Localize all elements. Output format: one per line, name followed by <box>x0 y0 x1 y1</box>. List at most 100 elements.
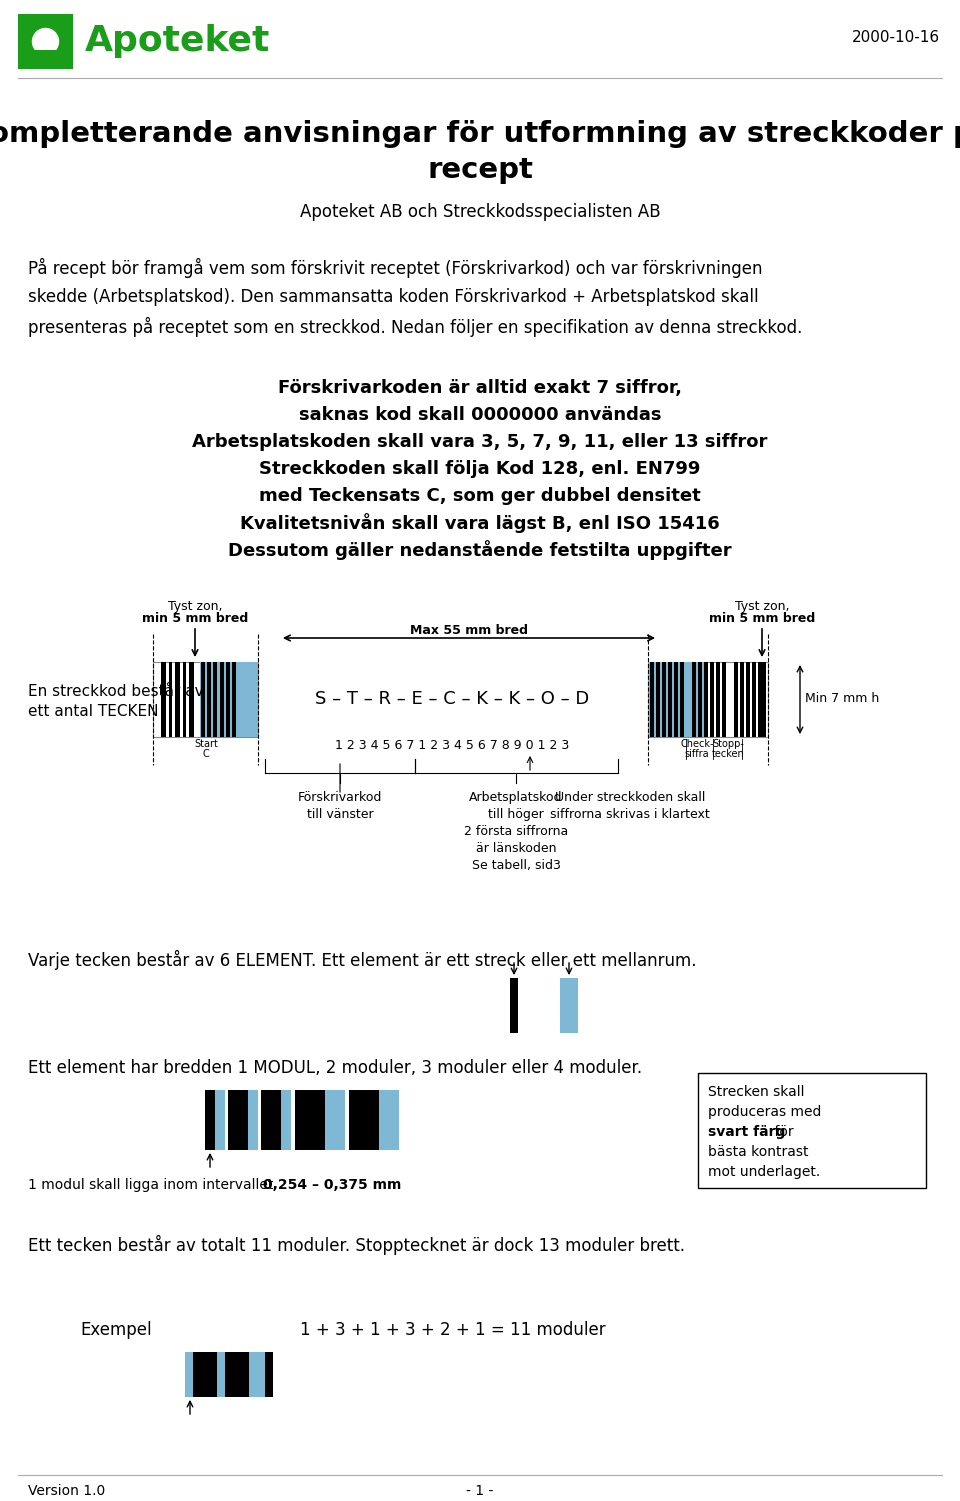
Bar <box>379 1090 399 1150</box>
Text: Ett element har bredden 1 MODUL, 2 moduler, 3 moduler eller 4 moduler.: Ett element har bredden 1 MODUL, 2 modul… <box>28 1060 642 1078</box>
Text: Tyst zon,: Tyst zon, <box>168 600 223 612</box>
Bar <box>740 662 744 737</box>
Bar <box>18 14 73 69</box>
Text: Arbetsplatskoden skall vara 3, 5, 7, 9, 11, eller 13 siffror: Arbetsplatskoden skall vara 3, 5, 7, 9, … <box>192 432 768 450</box>
Text: bästa kontrast: bästa kontrast <box>708 1145 808 1159</box>
Bar <box>692 662 696 737</box>
Text: Version 1.0: Version 1.0 <box>28 1484 106 1498</box>
Text: Förskrivarkoden är alltid exakt 7 siffror,: Förskrivarkoden är alltid exakt 7 siffro… <box>278 378 682 396</box>
Text: Streckkoden skall följa Kod 128, enl. EN799: Streckkoden skall följa Kod 128, enl. EN… <box>259 459 701 477</box>
Bar <box>668 662 672 737</box>
Bar <box>295 1090 325 1150</box>
Bar <box>183 662 186 737</box>
Bar <box>225 1352 249 1397</box>
Bar <box>746 662 750 737</box>
Text: siffra: siffra <box>684 749 709 760</box>
Bar <box>205 1090 215 1150</box>
Bar <box>226 662 230 737</box>
Bar <box>189 662 194 737</box>
Text: C: C <box>203 749 209 760</box>
Text: tecken: tecken <box>711 749 744 760</box>
Text: för: för <box>770 1126 794 1139</box>
Bar <box>200 662 258 737</box>
Text: Tyst zon,: Tyst zon, <box>734 600 789 612</box>
Bar <box>169 662 172 737</box>
Bar <box>261 1090 281 1150</box>
Text: Max 55 mm bred: Max 55 mm bred <box>410 624 528 636</box>
Text: med Teckensats C, som ger dubbel densitet: med Teckensats C, som ger dubbel densite… <box>259 486 701 504</box>
Text: 1 2 3 4 5 6 7 1 2 3 4 5 6 7 8 9 0 1 2 3: 1 2 3 4 5 6 7 1 2 3 4 5 6 7 8 9 0 1 2 3 <box>335 738 569 752</box>
Bar <box>217 1352 225 1397</box>
Text: Dessutom gäller nedanstående fetstilta uppgifter: Dessutom gäller nedanstående fetstilta u… <box>228 540 732 560</box>
Text: Varje tecken består av 6 ELEMENT. Ett element är ett streck eller ett mellanrum.: Varje tecken består av 6 ELEMENT. Ett el… <box>28 950 697 970</box>
Bar <box>265 1352 273 1397</box>
Text: Apoteket AB och Streckkodsspecialisten AB: Apoteket AB och Streckkodsspecialisten A… <box>300 203 660 221</box>
Text: 2000-10-16: 2000-10-16 <box>852 30 940 45</box>
Text: produceras med: produceras med <box>708 1105 822 1120</box>
Text: mot underlaget.: mot underlaget. <box>708 1165 820 1178</box>
Bar <box>281 1090 291 1150</box>
Text: Apoteket: Apoteket <box>85 24 271 59</box>
Bar <box>656 662 660 737</box>
Text: Arbetsplatskod
till höger
2 första siffrorna
är länskoden
Se tabell, sid3: Arbetsplatskod till höger 2 första siffr… <box>464 791 568 872</box>
Bar <box>28 50 63 65</box>
Bar <box>249 1352 265 1397</box>
Bar <box>698 662 702 737</box>
Bar <box>648 662 768 737</box>
Bar <box>662 662 666 737</box>
Bar <box>161 662 166 737</box>
Bar <box>193 1352 217 1397</box>
Bar <box>228 1090 248 1150</box>
Bar <box>680 662 684 737</box>
Text: En streckkod består av: En streckkod består av <box>28 683 204 698</box>
Bar <box>510 979 518 1033</box>
Bar <box>215 1090 225 1150</box>
Text: ett antal TECKEN: ett antal TECKEN <box>28 704 158 719</box>
Text: min 5 mm bred: min 5 mm bred <box>708 612 815 624</box>
Bar <box>213 662 217 737</box>
Text: På recept bör framgå vem som förskrivit receptet (Förskrivarkod) och var förskri: På recept bör framgå vem som förskrivit … <box>28 258 803 338</box>
Circle shape <box>33 29 59 54</box>
Text: Ett tecken består av totalt 11 moduler. Stopptecknet är dock 13 moduler brett.: Ett tecken består av totalt 11 moduler. … <box>28 1235 685 1255</box>
Bar <box>734 662 738 737</box>
Text: Kvalitetsnivån skall vara lägst B, enl ISO 15416: Kvalitetsnivån skall vara lägst B, enl I… <box>240 513 720 533</box>
Bar <box>758 662 762 737</box>
Text: Kompletterande anvisningar för utformning av streckkoder på
recept: Kompletterande anvisningar för utformnin… <box>0 116 960 185</box>
Bar <box>722 662 726 737</box>
Bar <box>207 662 211 737</box>
Bar <box>325 1090 345 1150</box>
Bar <box>185 1352 193 1397</box>
Bar <box>175 662 180 737</box>
Text: Check-: Check- <box>681 738 713 749</box>
Text: 0,254 – 0,375 mm: 0,254 – 0,375 mm <box>263 1178 401 1192</box>
Bar <box>716 662 720 737</box>
Bar <box>650 662 654 737</box>
Bar <box>752 662 756 737</box>
Bar <box>220 662 224 737</box>
Bar <box>710 662 714 737</box>
Bar <box>698 1073 926 1187</box>
Text: S – T – R – E – C – K – K – O – D: S – T – R – E – C – K – K – O – D <box>315 690 589 708</box>
Bar <box>648 662 708 737</box>
Text: Stopp-: Stopp- <box>712 738 744 749</box>
Bar <box>674 662 678 737</box>
Text: Start: Start <box>194 738 218 749</box>
Text: Exempel: Exempel <box>80 1321 152 1339</box>
Bar <box>201 662 205 737</box>
Bar <box>349 1090 379 1150</box>
Text: Strecken skall: Strecken skall <box>708 1085 804 1099</box>
Text: - 1 -: - 1 - <box>467 1484 493 1498</box>
Bar <box>153 662 258 737</box>
Bar <box>704 662 708 737</box>
Bar <box>560 979 578 1033</box>
Bar <box>248 1090 258 1150</box>
Text: 1 modul skall ligga inom intervallet: 1 modul skall ligga inom intervallet <box>28 1178 277 1192</box>
Text: 1 + 3 + 1 + 3 + 2 + 1 = 11 moduler: 1 + 3 + 1 + 3 + 2 + 1 = 11 moduler <box>300 1321 606 1339</box>
Text: Min 7 mm h: Min 7 mm h <box>805 692 879 705</box>
Text: min 5 mm bred: min 5 mm bred <box>142 612 248 624</box>
Text: Förskrivarkod
till vänster: Förskrivarkod till vänster <box>298 791 382 821</box>
Text: Under streckkoden skall
siffrorna skrivas i klartext: Under streckkoden skall siffrorna skriva… <box>550 791 709 821</box>
Bar <box>232 662 236 737</box>
Text: saknas kod skall 0000000 användas: saknas kod skall 0000000 användas <box>299 405 661 423</box>
Bar <box>762 662 766 737</box>
